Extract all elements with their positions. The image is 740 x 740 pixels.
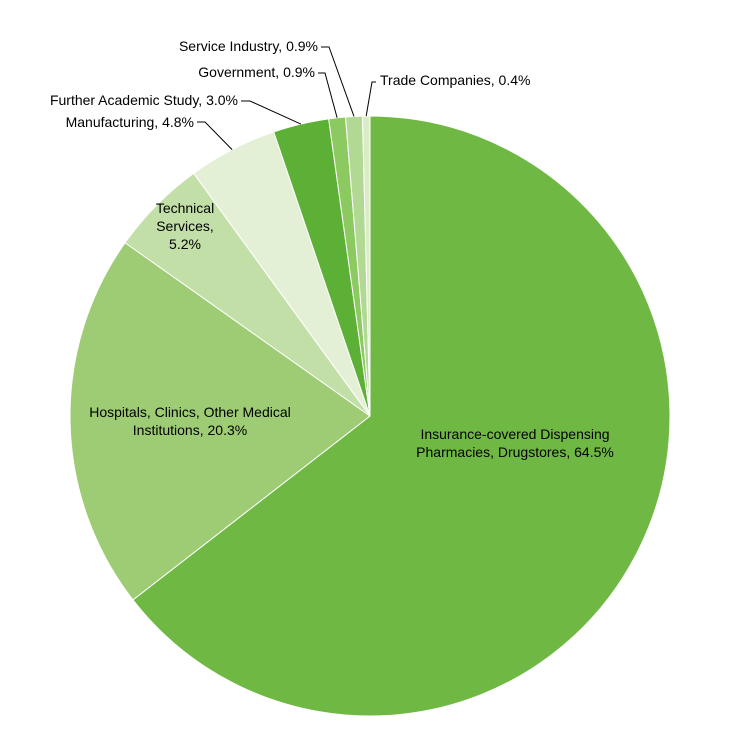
slice-label-line: Service Industry, 0.9% (179, 38, 318, 54)
leader-line (241, 100, 302, 125)
slice-label-line: Further Academic Study, 3.0% (50, 92, 238, 108)
leader-line (365, 81, 376, 117)
slice-label-line: Pharmacies, Drugstores, 64.5% (416, 444, 614, 460)
slice-label: Insurance-covered Dispensing Pharmacies, … (416, 426, 614, 460)
slice-label-line: Services, (156, 218, 214, 234)
slice-label-line: Institutions, 20.3% (133, 422, 247, 438)
pie-slice (132, 115, 671, 717)
slice-label: Technical Services, 5.2% (156, 200, 214, 252)
slice-label-line: Manufacturing, 4.8% (66, 114, 194, 130)
pie-slice (69, 242, 371, 601)
slice-label: Government, 0.9% (198, 64, 315, 80)
slice-label: Service Industry, 0.9% (179, 38, 318, 54)
slice-label: Further Academic Study, 3.0% (50, 92, 238, 108)
slice-labels: Insurance-covered Dispensing Pharmacies, … (50, 38, 614, 460)
pie-slice (361, 115, 371, 417)
slice-label-line: Hospitals, Clinics, Other Medical (89, 404, 291, 420)
slice-label: Trade Companies, 0.4% (380, 72, 530, 88)
slice-label-line: Government, 0.9% (198, 64, 315, 80)
pie-slices (69, 115, 671, 717)
leader-line (318, 72, 338, 118)
slice-label-line: Trade Companies, 0.4% (380, 72, 530, 88)
slice-label-line: 5.2% (169, 236, 201, 252)
slice-label: Manufacturing, 4.8% (66, 114, 194, 130)
slice-label-line: Insurance-covered Dispensing (420, 426, 609, 442)
slice-label-line: Technical (156, 200, 214, 216)
slice-label: Hospitals, Clinics, Other Medical Institu… (89, 404, 291, 438)
leader-line (197, 121, 233, 150)
leader-line (321, 46, 355, 117)
leader-lines (197, 46, 376, 150)
